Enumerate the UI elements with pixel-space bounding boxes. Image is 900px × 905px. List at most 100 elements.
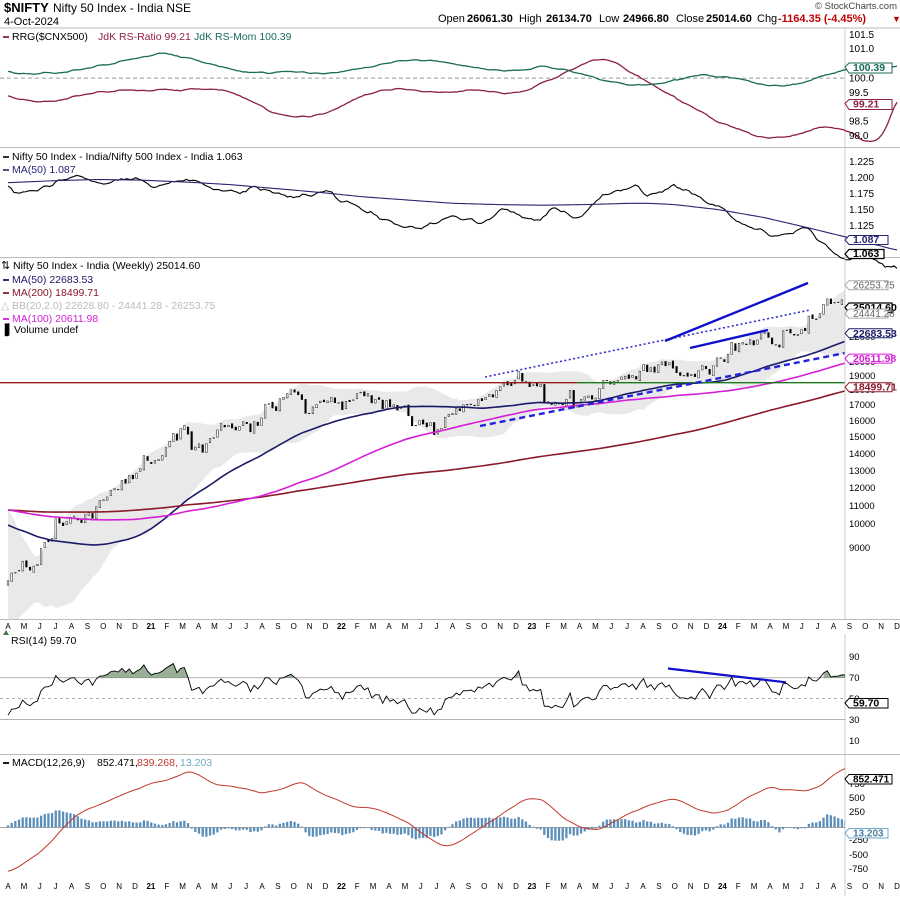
svg-text:10: 10	[849, 736, 860, 747]
svg-text:A: A	[5, 882, 11, 891]
svg-text:839.268,: 839.268,	[137, 757, 178, 769]
svg-text:D: D	[323, 622, 329, 631]
svg-text:24966.80: 24966.80	[623, 13, 669, 25]
svg-text:10000: 10000	[849, 519, 875, 530]
svg-text:D: D	[132, 882, 138, 891]
svg-text:1.087: 1.087	[853, 234, 879, 246]
svg-text:16000: 16000	[849, 416, 875, 427]
svg-text:23: 23	[527, 622, 536, 631]
svg-text:100.39: 100.39	[853, 62, 885, 74]
svg-text:M: M	[402, 882, 409, 891]
svg-text:M: M	[179, 622, 186, 631]
svg-text:24441.28: 24441.28	[853, 309, 895, 320]
svg-text:S: S	[656, 882, 661, 891]
svg-text:M: M	[783, 882, 790, 891]
svg-text:S: S	[85, 622, 90, 631]
svg-text:O: O	[291, 882, 297, 891]
svg-text:A: A	[640, 622, 646, 631]
svg-text:J: J	[625, 882, 629, 891]
svg-text:100.0: 100.0	[849, 74, 874, 85]
svg-text:J: J	[435, 622, 439, 631]
svg-text:21: 21	[146, 622, 155, 631]
svg-text:11000: 11000	[849, 501, 875, 512]
svg-text:MA(50) 1.087: MA(50) 1.087	[12, 164, 76, 176]
svg-text:N: N	[116, 622, 122, 631]
svg-text:M: M	[370, 622, 377, 631]
svg-text:M: M	[751, 882, 758, 891]
svg-text:19000: 19000	[849, 371, 875, 382]
svg-text:J: J	[800, 622, 804, 631]
svg-text:S: S	[275, 882, 280, 891]
svg-text:30: 30	[849, 715, 860, 726]
svg-text:20611.98: 20611.98	[853, 353, 896, 365]
svg-text:MA(200) 18499.71: MA(200) 18499.71	[12, 287, 99, 299]
svg-text:S: S	[847, 882, 852, 891]
svg-text:101.0: 101.0	[849, 44, 874, 55]
svg-text:D: D	[704, 622, 710, 631]
svg-text:D: D	[894, 882, 900, 891]
svg-text:O: O	[862, 882, 868, 891]
svg-text:99.21: 99.21	[853, 99, 879, 111]
svg-text:D: D	[894, 622, 900, 631]
svg-text:MACD(12,26,9): MACD(12,26,9)	[12, 757, 85, 769]
svg-text:F: F	[355, 882, 360, 891]
svg-text:F: F	[545, 882, 550, 891]
svg-text:A: A	[450, 622, 456, 631]
svg-text:M: M	[211, 622, 218, 631]
svg-text:O: O	[291, 622, 297, 631]
svg-text:O: O	[100, 622, 106, 631]
svg-text:A: A	[767, 882, 773, 891]
svg-text:12000: 12000	[849, 483, 875, 494]
svg-text:J: J	[38, 622, 42, 631]
svg-text:1.150: 1.150	[849, 205, 874, 216]
svg-text:S: S	[847, 622, 852, 631]
svg-text:D: D	[513, 622, 519, 631]
svg-text:59.70: 59.70	[853, 698, 879, 710]
svg-text:Nifty 50 Index - India/Nifty 5: Nifty 50 Index - India/Nifty 500 Index -…	[12, 151, 243, 163]
svg-text:M: M	[211, 882, 218, 891]
svg-text:4-Oct-2024: 4-Oct-2024	[4, 16, 59, 28]
svg-text:RSI(14) 59.70: RSI(14) 59.70	[11, 635, 77, 647]
svg-text:1.175: 1.175	[849, 189, 874, 200]
svg-text:J: J	[609, 622, 613, 631]
svg-text:13000: 13000	[849, 466, 875, 477]
svg-text:O: O	[672, 622, 678, 631]
svg-text:M: M	[370, 882, 377, 891]
svg-text:21: 21	[146, 882, 155, 891]
svg-text:22: 22	[337, 882, 346, 891]
svg-text:N: N	[688, 622, 694, 631]
svg-text:© StockCharts.com: © StockCharts.com	[815, 1, 897, 12]
svg-text:J: J	[228, 882, 232, 891]
svg-text:BB(20,2.0) 22628.80 - 24441.28: BB(20,2.0) 22628.80 - 24441.28 - 26253.7…	[12, 300, 215, 312]
svg-text:J: J	[816, 622, 820, 631]
svg-text:S: S	[466, 622, 471, 631]
svg-text:M: M	[179, 882, 186, 891]
svg-text:D: D	[513, 882, 519, 891]
svg-text:98.5: 98.5	[849, 117, 869, 128]
svg-text:S: S	[656, 622, 661, 631]
svg-text:M: M	[21, 622, 28, 631]
svg-text:A: A	[196, 622, 202, 631]
svg-text:25014.60: 25014.60	[706, 13, 752, 25]
svg-text:A: A	[69, 622, 75, 631]
svg-text:22: 22	[337, 622, 346, 631]
svg-text:JdK RS-Ratio 99.21: JdK RS-Ratio 99.21	[98, 31, 191, 43]
svg-text:J: J	[38, 882, 42, 891]
svg-text:1.063: 1.063	[853, 248, 879, 260]
svg-text:M: M	[751, 622, 758, 631]
svg-text:A: A	[831, 882, 837, 891]
svg-text:△: △	[1, 300, 10, 312]
svg-text:J: J	[609, 882, 613, 891]
svg-text:O: O	[862, 622, 868, 631]
svg-text:$NIFTY: $NIFTY	[4, 0, 49, 15]
svg-text:26253.75: 26253.75	[853, 281, 895, 292]
svg-text:J: J	[419, 882, 423, 891]
svg-text:17000: 17000	[849, 400, 875, 411]
svg-text:N: N	[878, 882, 884, 891]
svg-text:S: S	[275, 622, 280, 631]
svg-text:J: J	[435, 882, 439, 891]
svg-text:M: M	[592, 882, 599, 891]
svg-text:J: J	[816, 882, 820, 891]
svg-text:18499.71: 18499.71	[853, 382, 897, 394]
svg-text:250: 250	[849, 807, 865, 818]
